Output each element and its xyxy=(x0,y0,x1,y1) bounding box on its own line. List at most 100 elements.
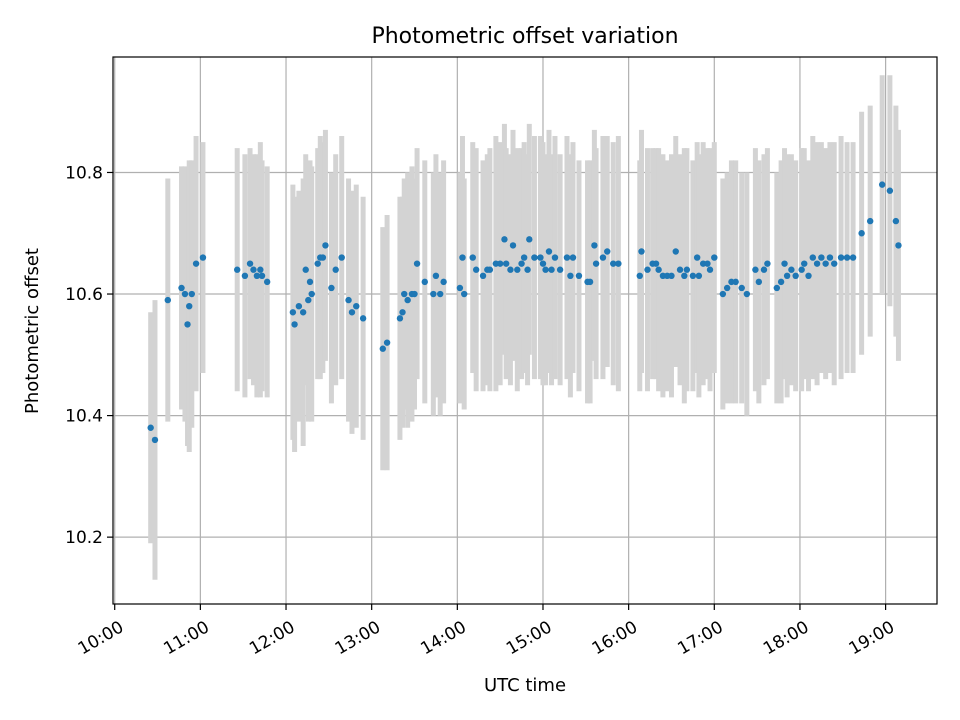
x-axis-label: UTC time xyxy=(484,675,566,696)
data-point xyxy=(575,272,583,279)
data-point xyxy=(401,290,408,298)
data-point xyxy=(723,284,731,292)
data-point xyxy=(459,254,466,261)
data-point xyxy=(479,272,487,279)
data-point xyxy=(818,254,825,261)
data-point xyxy=(308,290,315,298)
data-point xyxy=(752,266,759,273)
data-point xyxy=(755,278,763,286)
data-point xyxy=(592,260,600,267)
data-point xyxy=(813,260,821,267)
x-tick-label: 18:00 xyxy=(760,617,812,659)
y-tick-label: 10.8 xyxy=(65,163,103,183)
data-point xyxy=(610,260,617,267)
data-point xyxy=(743,290,751,298)
data-point xyxy=(858,230,865,237)
data-point xyxy=(432,272,440,279)
data-point xyxy=(773,284,781,292)
data-point xyxy=(843,254,851,261)
data-point xyxy=(801,260,808,267)
data-point xyxy=(886,187,894,194)
data-point xyxy=(706,266,714,273)
data-point xyxy=(233,266,241,273)
data-point xyxy=(246,260,254,267)
data-point xyxy=(178,284,185,292)
data-point xyxy=(305,296,312,304)
data-point xyxy=(396,315,404,322)
data-point xyxy=(539,260,547,267)
data-point xyxy=(199,254,207,261)
data-point xyxy=(615,260,622,267)
data-point xyxy=(760,266,768,273)
data-point xyxy=(711,254,718,261)
data-point xyxy=(676,266,684,273)
data-point xyxy=(496,260,504,267)
data-point xyxy=(719,290,727,298)
data-point xyxy=(184,321,191,328)
data-point xyxy=(332,266,339,273)
data-point xyxy=(379,345,387,352)
data-point xyxy=(798,266,805,273)
data-point xyxy=(250,266,257,273)
data-point xyxy=(147,424,154,431)
data-point xyxy=(837,254,845,261)
data-point xyxy=(604,248,611,255)
data-point xyxy=(302,266,309,273)
data-point xyxy=(826,254,834,261)
data-point xyxy=(681,272,688,279)
data-point xyxy=(263,278,271,286)
data-point xyxy=(563,254,571,261)
data-point xyxy=(638,248,645,255)
data-point xyxy=(188,290,196,298)
data-point xyxy=(319,254,327,261)
data-point xyxy=(486,266,494,273)
data-point xyxy=(636,272,643,279)
data-point xyxy=(545,248,553,255)
data-point xyxy=(866,217,874,225)
data-point xyxy=(314,260,321,267)
x-tick-label: 19:00 xyxy=(846,617,898,659)
data-point xyxy=(599,254,607,261)
data-point xyxy=(404,296,411,304)
x-tick-label: 13:00 xyxy=(332,617,384,659)
data-point xyxy=(586,278,594,286)
data-point xyxy=(591,242,598,249)
data-point xyxy=(809,254,817,261)
data-point xyxy=(551,254,559,261)
data-point xyxy=(689,272,697,279)
data-point xyxy=(507,266,514,273)
data-point xyxy=(822,260,829,267)
data-point xyxy=(526,236,533,243)
data-point xyxy=(151,436,159,444)
data-point xyxy=(430,290,437,298)
data-point xyxy=(531,254,538,261)
data-point xyxy=(567,272,574,279)
data-point xyxy=(472,266,480,273)
data-point xyxy=(253,272,261,279)
data-point xyxy=(353,302,360,310)
data-point xyxy=(792,272,799,279)
x-tick-label: 11:00 xyxy=(160,617,212,659)
data-point xyxy=(668,272,675,279)
data-point xyxy=(192,260,200,267)
data-point xyxy=(569,254,577,261)
data-point xyxy=(348,309,356,316)
data-point xyxy=(652,260,660,267)
data-point xyxy=(383,339,391,346)
data-point xyxy=(695,272,703,279)
x-tick-label: 16:00 xyxy=(589,617,641,659)
data-point xyxy=(788,266,795,273)
data-point xyxy=(655,266,662,273)
x-tick-label: 14:00 xyxy=(417,617,469,659)
data-point xyxy=(849,254,857,261)
error-bars xyxy=(148,75,901,580)
data-point xyxy=(693,254,701,261)
x-tick-label: 15:00 xyxy=(503,617,555,659)
data-point xyxy=(895,242,902,249)
data-point xyxy=(542,266,549,273)
data-point xyxy=(514,266,521,273)
x-tick-label: 17:00 xyxy=(674,617,726,659)
data-point xyxy=(359,315,367,322)
data-point xyxy=(257,266,264,273)
